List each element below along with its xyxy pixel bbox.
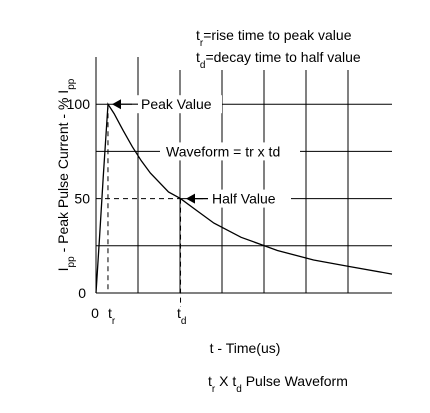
chart-labels: Peak Value Waveform = tr x td Half Value tr… xyxy=(55,27,361,395)
plot-area xyxy=(95,26,393,307)
y-tick-label: 100 xyxy=(67,96,91,112)
grid-lines xyxy=(96,57,392,293)
half-value-label: Half Value xyxy=(212,191,276,207)
x-tick-label-origin: 0 xyxy=(91,305,99,321)
axes xyxy=(95,57,392,294)
peak-arrow-head xyxy=(112,99,121,110)
chart-title: tr X td Pulse Waveform xyxy=(208,373,348,395)
half-label-bg xyxy=(203,189,291,208)
waveform-label-bg xyxy=(160,142,300,161)
legend-rise-time: tr=rise time to peak value xyxy=(196,27,352,49)
x-tick-label-td: td xyxy=(177,305,186,327)
peak-value-label: Peak Value xyxy=(141,96,212,112)
x-axis-title: t - Time(us) xyxy=(210,340,281,356)
y-tick-label: 0 xyxy=(78,285,86,301)
y-axis-title: Ipp - Peak Pulse Current - % Ipp xyxy=(55,78,77,271)
waveform-formula-label: Waveform = tr x td xyxy=(166,143,280,159)
y-tick-label: 50 xyxy=(74,191,90,207)
peak-label-bg xyxy=(132,95,222,114)
half-arrow-head xyxy=(186,193,195,204)
x-tick-label-tr: tr xyxy=(108,305,116,327)
legend-decay-time: td=decay time to half value xyxy=(196,49,361,71)
legend-bg xyxy=(170,26,392,70)
